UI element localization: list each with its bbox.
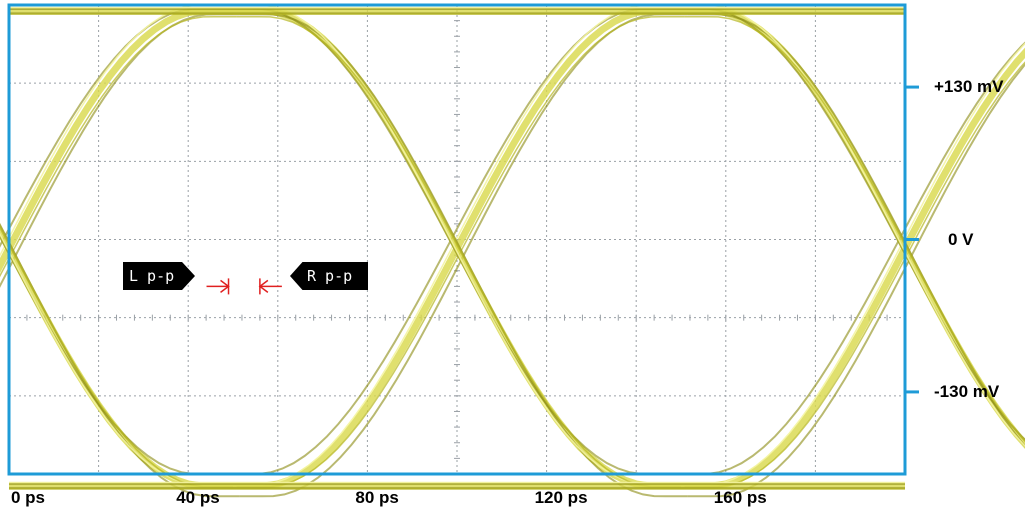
marker-arrow-head <box>220 279 230 293</box>
falling-edge-trace <box>0 226 237 488</box>
x-tick-label: 40 ps <box>176 488 220 507</box>
falling-edge-trace <box>239 13 688 498</box>
falling-edge-trace <box>0 232 230 486</box>
falling-edge-trace <box>236 15 685 488</box>
x-tick-label: 160 ps <box>713 488 767 507</box>
x-tick-label: 80 ps <box>355 488 399 507</box>
falling-edge-trace <box>0 234 227 475</box>
eye-traces <box>0 4 1025 498</box>
falling-edge-trace <box>226 7 675 475</box>
measurement-markers <box>206 278 282 295</box>
falling-edge-trace <box>684 15 1025 443</box>
y-tick-label: +130 mV <box>934 77 1004 97</box>
rising-edge-trace <box>0 15 237 278</box>
rising-edge-trace <box>0 7 233 274</box>
axis-ticks <box>905 85 919 394</box>
falling-edge-trace <box>229 4 678 486</box>
right-peak-marker-label: R p-p <box>290 262 368 290</box>
falling-edge-trace <box>677 4 1025 448</box>
falling-edge-trace <box>0 223 233 490</box>
rising-edge-trace <box>0 4 230 257</box>
falling-edge-trace <box>0 222 240 498</box>
falling-edge-trace <box>674 7 1025 441</box>
falling-edge-trace <box>687 13 1025 448</box>
x-tick-label: 120 ps <box>534 488 588 507</box>
rising-edge-trace <box>0 13 240 288</box>
falling-edge-trace <box>233 7 681 490</box>
y-tick-label: 0 V <box>948 229 974 249</box>
marker-arrow-head <box>258 279 269 293</box>
grid <box>8 4 906 475</box>
rising-edge-trace <box>0 7 227 248</box>
x-tick-label: 0 ps <box>11 488 46 507</box>
left-peak-marker-label: L p-p <box>123 262 195 290</box>
y-tick-label: -130 mV <box>934 381 1000 401</box>
